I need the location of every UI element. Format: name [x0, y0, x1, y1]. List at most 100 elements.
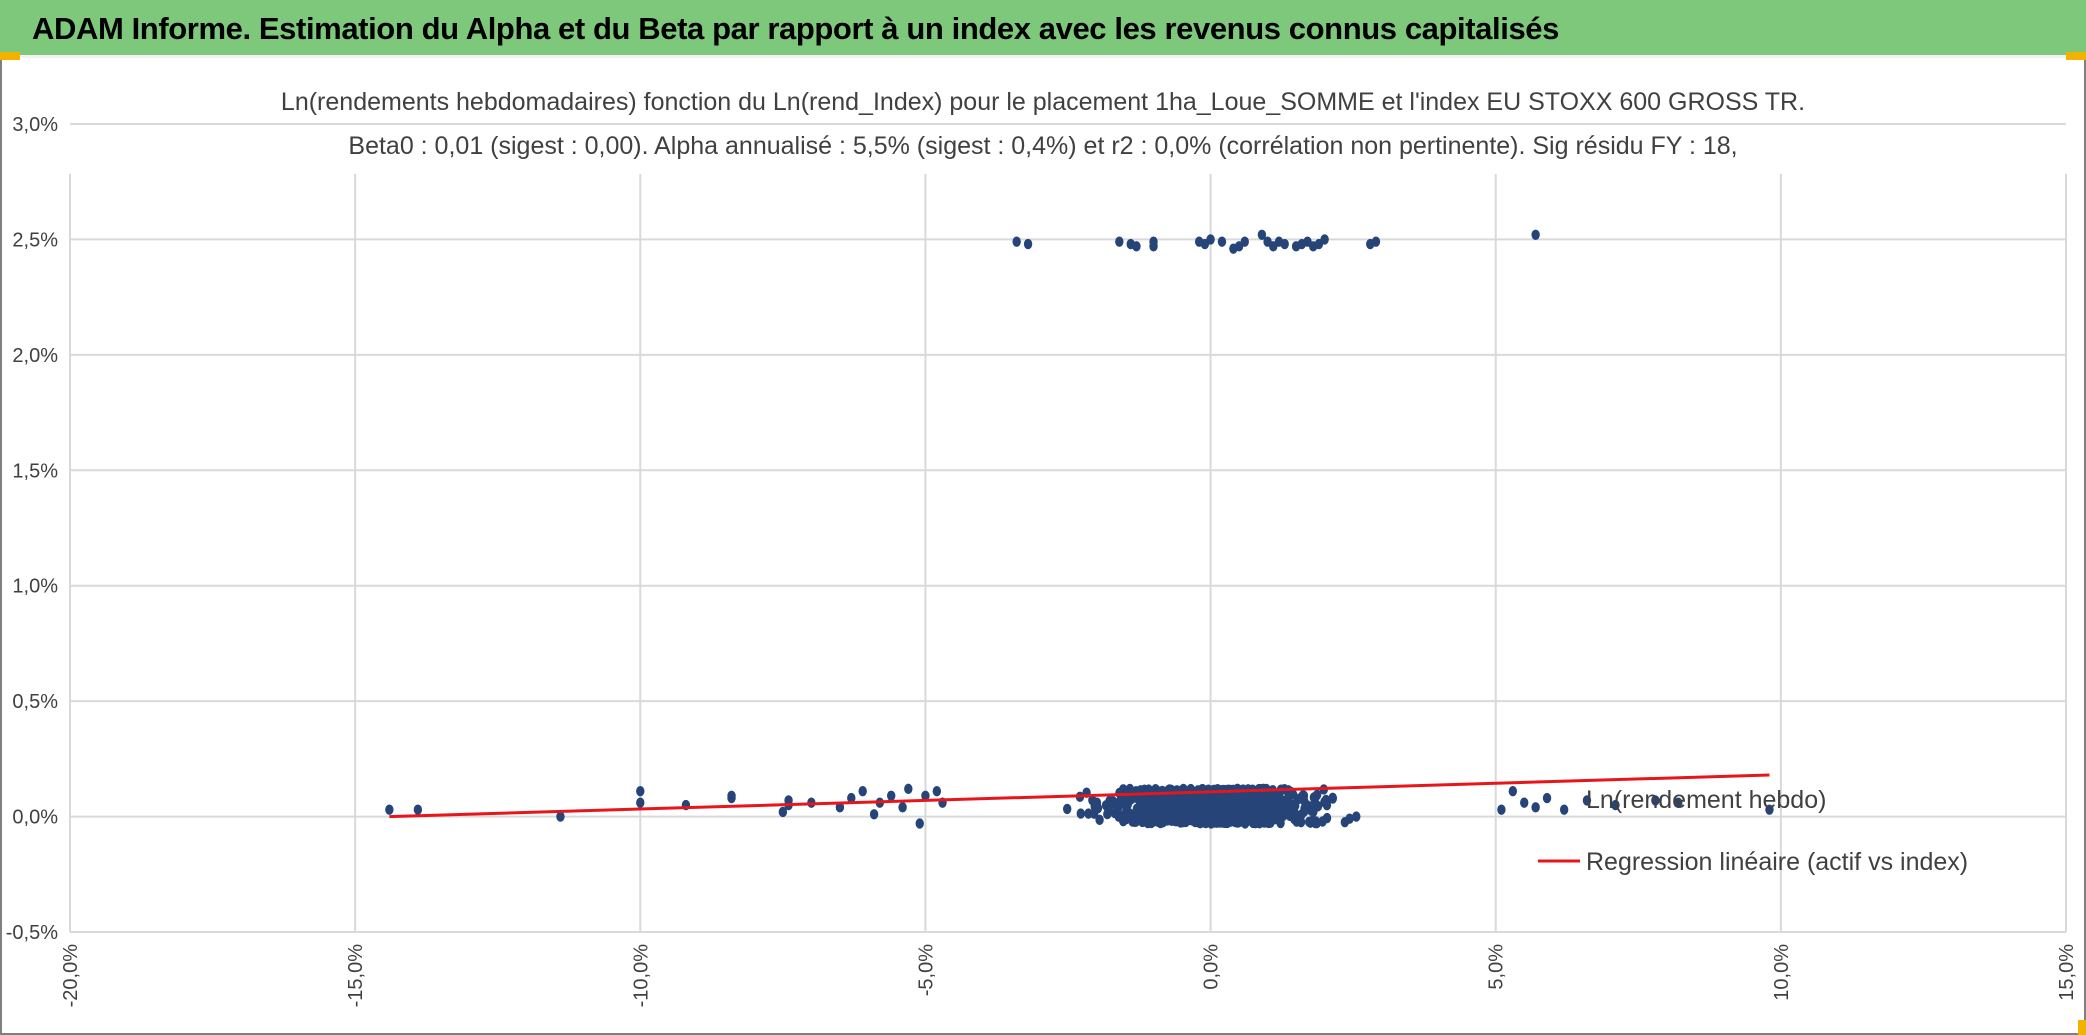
- data-point: [1296, 816, 1306, 828]
- data-point: [1352, 811, 1361, 822]
- data-point: [1118, 795, 1127, 807]
- x-tick-label: 10,0%: [1771, 944, 1793, 1001]
- x-tick-label: -5,0%: [915, 944, 937, 996]
- corner-handle-bottom-right[interactable]: [2078, 1020, 2086, 1035]
- data-point: [1306, 817, 1315, 828]
- data-point: [835, 802, 845, 813]
- data-point: [1138, 816, 1147, 828]
- report-banner: ADAM Informe. Estimation du Alpha et du …: [0, 0, 2086, 58]
- y-tick-label: 1,5%: [12, 460, 58, 482]
- data-point: [1217, 802, 1226, 814]
- data-point: [887, 790, 896, 801]
- data-points: [385, 229, 1774, 829]
- data-point: [1247, 809, 1256, 820]
- x-tick-label: -15,0%: [345, 944, 367, 1008]
- x-tick-label: 0,0%: [1201, 944, 1223, 990]
- y-tick-label: 1,0%: [12, 576, 58, 598]
- data-point: [636, 785, 645, 797]
- data-point: [1107, 797, 1116, 808]
- y-tick-label: 3,0%: [12, 114, 58, 136]
- data-point: [1219, 817, 1229, 828]
- data-point: [1508, 785, 1518, 797]
- data-point: [1250, 817, 1259, 828]
- data-point: [1084, 808, 1093, 819]
- y-tick-label: -0,5%: [6, 922, 58, 944]
- data-point: [904, 783, 913, 795]
- data-point: [1318, 816, 1327, 827]
- data-point: [1132, 241, 1141, 252]
- data-point: [1240, 236, 1249, 247]
- data-point: [1674, 797, 1683, 808]
- corner-handle-top-left[interactable]: [0, 52, 20, 60]
- data-point: [1173, 794, 1183, 805]
- x-tick-label: -10,0%: [630, 944, 652, 1008]
- data-point: [1257, 229, 1267, 241]
- data-point: [1582, 795, 1592, 806]
- y-tick-label: 0,0%: [12, 807, 58, 829]
- data-point: [847, 792, 856, 804]
- data-point: [1303, 800, 1312, 811]
- data-point: [1115, 236, 1124, 247]
- data-point: [1179, 808, 1188, 819]
- data-point: [1130, 816, 1139, 828]
- data-point: [1651, 795, 1660, 806]
- data-point: [1320, 796, 1329, 808]
- data-point: [1259, 817, 1268, 828]
- data-point: [1153, 799, 1162, 810]
- legend-label-scatter: Ln(rendement hebdo): [1586, 786, 1826, 814]
- data-point: [1531, 802, 1540, 813]
- data-point: [413, 804, 423, 815]
- data-point: [1137, 802, 1146, 813]
- data-point: [1497, 804, 1506, 815]
- data-point: [1559, 804, 1569, 815]
- data-point: [1012, 236, 1021, 247]
- data-point: [1197, 815, 1207, 826]
- data-point: [1345, 813, 1354, 824]
- data-point: [556, 811, 565, 822]
- data-point: [727, 790, 736, 801]
- data-point: [1765, 804, 1774, 815]
- chart-subtitle: Beta0 : 0,01 (sigest : 0,00). Alpha annu…: [348, 132, 1738, 160]
- data-point: [1090, 801, 1099, 812]
- data-point: [1144, 811, 1153, 822]
- data-point: [1291, 800, 1300, 811]
- data-point: [1195, 802, 1204, 814]
- regression-layer: [389, 773, 1770, 819]
- data-point: [1166, 800, 1176, 811]
- data-point: [921, 790, 930, 801]
- data-point: [1187, 815, 1196, 826]
- data-point: [1275, 807, 1284, 818]
- data-point: [1320, 234, 1329, 245]
- data-point: [1153, 816, 1162, 827]
- data-point: [1189, 795, 1198, 806]
- data-point: [636, 797, 645, 808]
- report-title: ADAM Informe. Estimation du Alpha et du …: [32, 11, 1559, 46]
- data-point: [1520, 797, 1529, 808]
- y-tick-label: 2,0%: [12, 345, 58, 367]
- data-point: [1151, 783, 1160, 795]
- x-tick-label: -20,0%: [60, 944, 82, 1008]
- data-point: [1121, 806, 1131, 817]
- data-point: [1254, 803, 1264, 814]
- y-tick-label: 0,5%: [12, 691, 58, 713]
- x-tick-label: 5,0%: [1486, 944, 1508, 990]
- data-point: [1288, 789, 1298, 800]
- data-point: [1531, 229, 1540, 241]
- data-point: [1310, 796, 1319, 808]
- data-point: [1062, 803, 1072, 815]
- data-point: [1203, 805, 1212, 817]
- data-point: [778, 806, 788, 818]
- data-point: [1231, 816, 1240, 828]
- regression-line: [389, 773, 1770, 819]
- data-point: [1542, 792, 1552, 804]
- data-point: [1611, 799, 1620, 811]
- tick-layer: -0,5% 0,0% 0,5% 1,0% 1,5% 2,0% 2,5% 3,0% -20,0% -…: [6, 114, 2078, 1007]
- data-point: [1095, 814, 1104, 826]
- corner-handle-top-right[interactable]: [2066, 52, 2086, 60]
- data-point: [898, 802, 907, 813]
- data-point: [869, 809, 879, 820]
- data-point: [1297, 809, 1306, 820]
- data-point: [915, 818, 924, 829]
- chart-title: Ln(rendements hebdomadaires) fonction du…: [280, 88, 1806, 116]
- data-point: [1262, 799, 1272, 811]
